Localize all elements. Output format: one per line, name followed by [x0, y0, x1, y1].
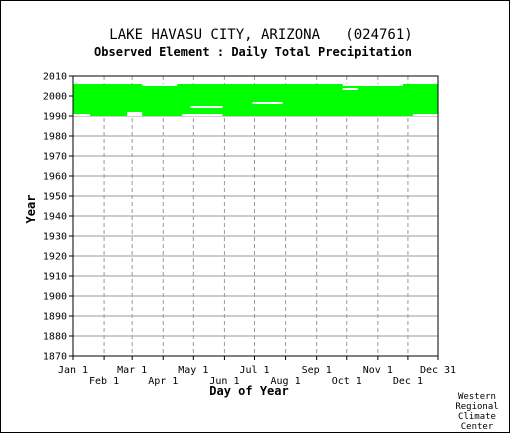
missing-data-segment	[342, 88, 358, 90]
data-layer	[73, 84, 438, 116]
y-tick-label: 1870	[43, 352, 67, 363]
credit-line: Center	[461, 422, 494, 432]
y-tick-label: 1880	[43, 332, 67, 343]
grid-lines	[73, 76, 438, 356]
y-tick-label: 1930	[43, 232, 67, 243]
y-tick-label: 1950	[43, 192, 67, 203]
missing-data-segment	[127, 112, 143, 114]
y-tick-label: 1940	[43, 212, 67, 223]
y-tick-label: 1960	[43, 172, 67, 183]
y-tick-label: 1910	[43, 272, 67, 283]
data-band	[73, 84, 438, 116]
y-tick-label: 1890	[43, 312, 67, 323]
x-tick-labels-top-row: Jan 1 Mar 1 May 1 Jul 1 Sep 1 Nov 1 Dec 31	[58, 356, 456, 376]
x-tick-label: Feb 1	[89, 376, 119, 387]
chart-title: LAKE HAVASU CITY, ARIZONA (024761)	[109, 27, 412, 43]
y-tick-label: 1970	[43, 152, 67, 163]
y-tick-label: 1990	[43, 112, 67, 123]
y-tick-label: 1920	[43, 252, 67, 263]
missing-data-segment	[142, 84, 178, 86]
missing-data-segment	[190, 106, 223, 108]
x-tick-label: Jun 1	[209, 376, 239, 387]
x-tick-label: Mar 1	[117, 365, 147, 376]
missing-data-segment	[73, 114, 91, 116]
missing-data-segment	[252, 102, 283, 104]
x-tick-label: Oct 1	[332, 376, 362, 387]
y-tick-label: 1900	[43, 292, 67, 303]
credit-line: Western	[458, 392, 496, 402]
x-tick-label: Nov 1	[363, 365, 393, 376]
y-tick-label: 2000	[43, 92, 67, 103]
x-tick-label: Sep 1	[302, 365, 332, 376]
credit-line: Regional	[455, 402, 498, 412]
missing-data-segment	[412, 114, 438, 116]
x-tick-label: Jul 1	[239, 365, 269, 376]
x-tick-label: Dec 1	[393, 376, 423, 387]
y-tick-labels: 1870 1880 1890 1900 1910 1920 1930 1940 1950 1960…	[43, 72, 73, 363]
x-tick-label: May 1	[178, 365, 208, 376]
x-tick-label: Apr 1	[148, 376, 178, 387]
x-axis-label: Day of Year	[209, 384, 288, 398]
missing-data-segment	[182, 114, 223, 116]
y-tick-label: 2010	[43, 72, 67, 83]
chart-subtitle: Observed Element : Daily Total Precipita…	[94, 45, 412, 59]
x-tick-label: Jan 1	[58, 365, 88, 376]
missing-data-segment	[342, 84, 403, 86]
credit-line: Climate	[458, 412, 496, 422]
y-tick-label: 1980	[43, 132, 67, 143]
x-tick-label: Aug 1	[271, 376, 301, 387]
missing-data-segment	[127, 114, 143, 116]
credit-block: Western Regional Climate Center	[455, 392, 498, 432]
y-axis-label: Year	[24, 195, 38, 224]
x-tick-label: Dec 31	[420, 365, 456, 376]
x-tick-labels-bottom-row: Feb 1 Apr 1 Jun 1 Aug 1 Oct 1 Dec 1	[89, 356, 423, 387]
